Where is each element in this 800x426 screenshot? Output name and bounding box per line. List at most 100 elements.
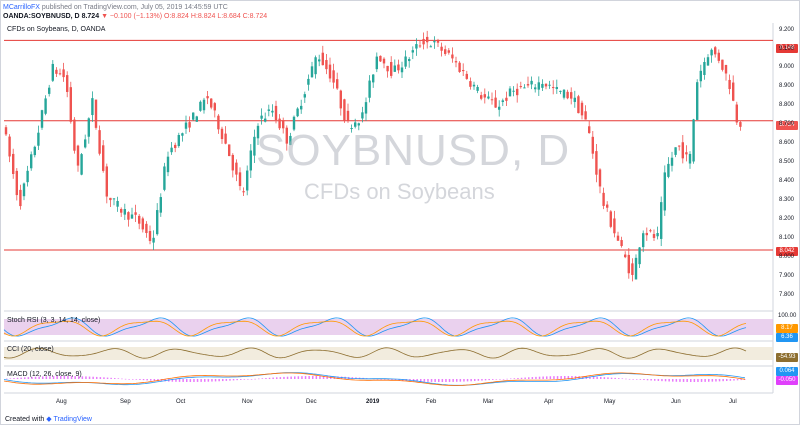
candle-body [80,154,83,175]
candle-body [667,163,670,177]
candle-body [332,70,335,83]
candle-body [177,135,180,147]
candle-body [390,61,393,76]
candle-body [537,82,540,90]
candle-body [58,73,62,75]
candle-body [112,198,116,200]
candle-body [469,81,472,87]
candle-body [436,40,440,43]
macd-histogram-bar [445,379,447,382]
stoch-band [4,319,773,335]
candle-body [361,112,364,119]
candle-body [501,100,504,103]
candle-body [613,218,616,234]
time-tick-label: 2019 [366,399,380,405]
macd-histogram-bar [538,376,541,379]
macd-histogram-bar [690,379,692,382]
candle-body [156,210,159,235]
watermark-description: CFDs on Soybeans [304,179,495,204]
candle-body [37,132,40,146]
candle-body [184,122,188,129]
cci-value-tag: -54.93 [776,353,798,362]
candle-body [562,89,566,98]
cci-label[interactable]: CCI (20, close) [7,346,54,353]
macd-histogram-bar [528,377,530,379]
candle-body [462,69,465,72]
candle-body [148,231,152,242]
macd-histogram-bar [207,379,210,382]
candle-body [256,125,260,139]
macd-histogram-bar [610,377,613,379]
candle-body [724,64,728,74]
macd-histogram-bar [384,379,386,380]
macd-histogram-bar [484,379,487,381]
candle-body [285,127,288,144]
macd-histogram-bar [258,378,260,380]
macd-histogram-bar [319,376,321,379]
time-tick-label: Aug [56,399,67,405]
macd-histogram-bar [441,379,444,382]
candle-body [199,101,202,111]
cci-line [3,347,747,359]
candle-body [116,201,119,207]
candle-body [663,172,666,211]
macd-histogram-bar [542,376,544,379]
macd-histogram-bar [510,378,512,380]
macd-histogram-bar [506,378,508,380]
macd-histogram-bar [556,376,559,379]
price-tick-label: 8.500 [779,159,795,166]
macd-signal-tag: -0.050 [776,376,798,385]
candle-body [714,47,717,55]
candle-body [192,112,195,120]
candle-body [505,97,508,101]
macd-histogram-bar [243,379,246,380]
candle-body [188,122,191,128]
macd-histogram-bar [283,376,285,379]
candle-body [498,106,501,110]
candle-body [357,123,360,126]
candle-body [217,115,220,130]
macd-histogram-bar [499,379,501,380]
candle-body [141,218,144,230]
macd-histogram-bar [272,377,274,379]
candle-body [685,152,688,155]
macd-histogram-bar [315,376,318,379]
macd-histogram-bar [117,378,120,379]
candle-body [717,52,720,61]
candle-body [202,99,206,111]
macd-histogram-bar [45,376,48,379]
candle-body [354,122,357,127]
macd-label[interactable]: MACD (12, 26, close, 9) [7,371,82,378]
candle-body [588,126,591,134]
macd-histogram-bar [6,378,8,380]
candle-body [386,65,389,72]
price-tick-label: 8.900 [779,83,795,90]
footer-brand[interactable]: TradingView [53,416,92,423]
candle-body [62,69,65,78]
macd-histogram-bar [178,379,181,382]
macd-histogram-bar [132,379,134,380]
candle-body [458,62,461,72]
macd-histogram-bar [718,379,721,382]
macd-histogram-bar [495,379,498,380]
macd-histogram-bar [268,377,271,379]
candle-body [652,234,656,238]
candle-body [300,105,303,110]
candle-body [411,50,414,53]
author-link[interactable]: MCarrilloFX [3,4,40,11]
macd-histogram-bar [189,379,192,382]
candle-body [174,144,177,149]
candle-body [721,59,724,70]
macd-histogram-bar [492,379,494,380]
macd-histogram-bar [456,379,458,382]
candle-body [336,79,339,89]
macd-histogram-bar [726,379,728,381]
candle-body [166,156,170,173]
candle-body [602,192,605,206]
price-tick-label: 8.400 [779,178,795,185]
stoch-rsi-label[interactable]: Stoch RSI (3, 3, 14, 14, close) [7,317,101,324]
macd-histogram-bar [85,376,87,379]
candle-body [584,111,587,120]
macd-histogram-bar [38,376,40,379]
